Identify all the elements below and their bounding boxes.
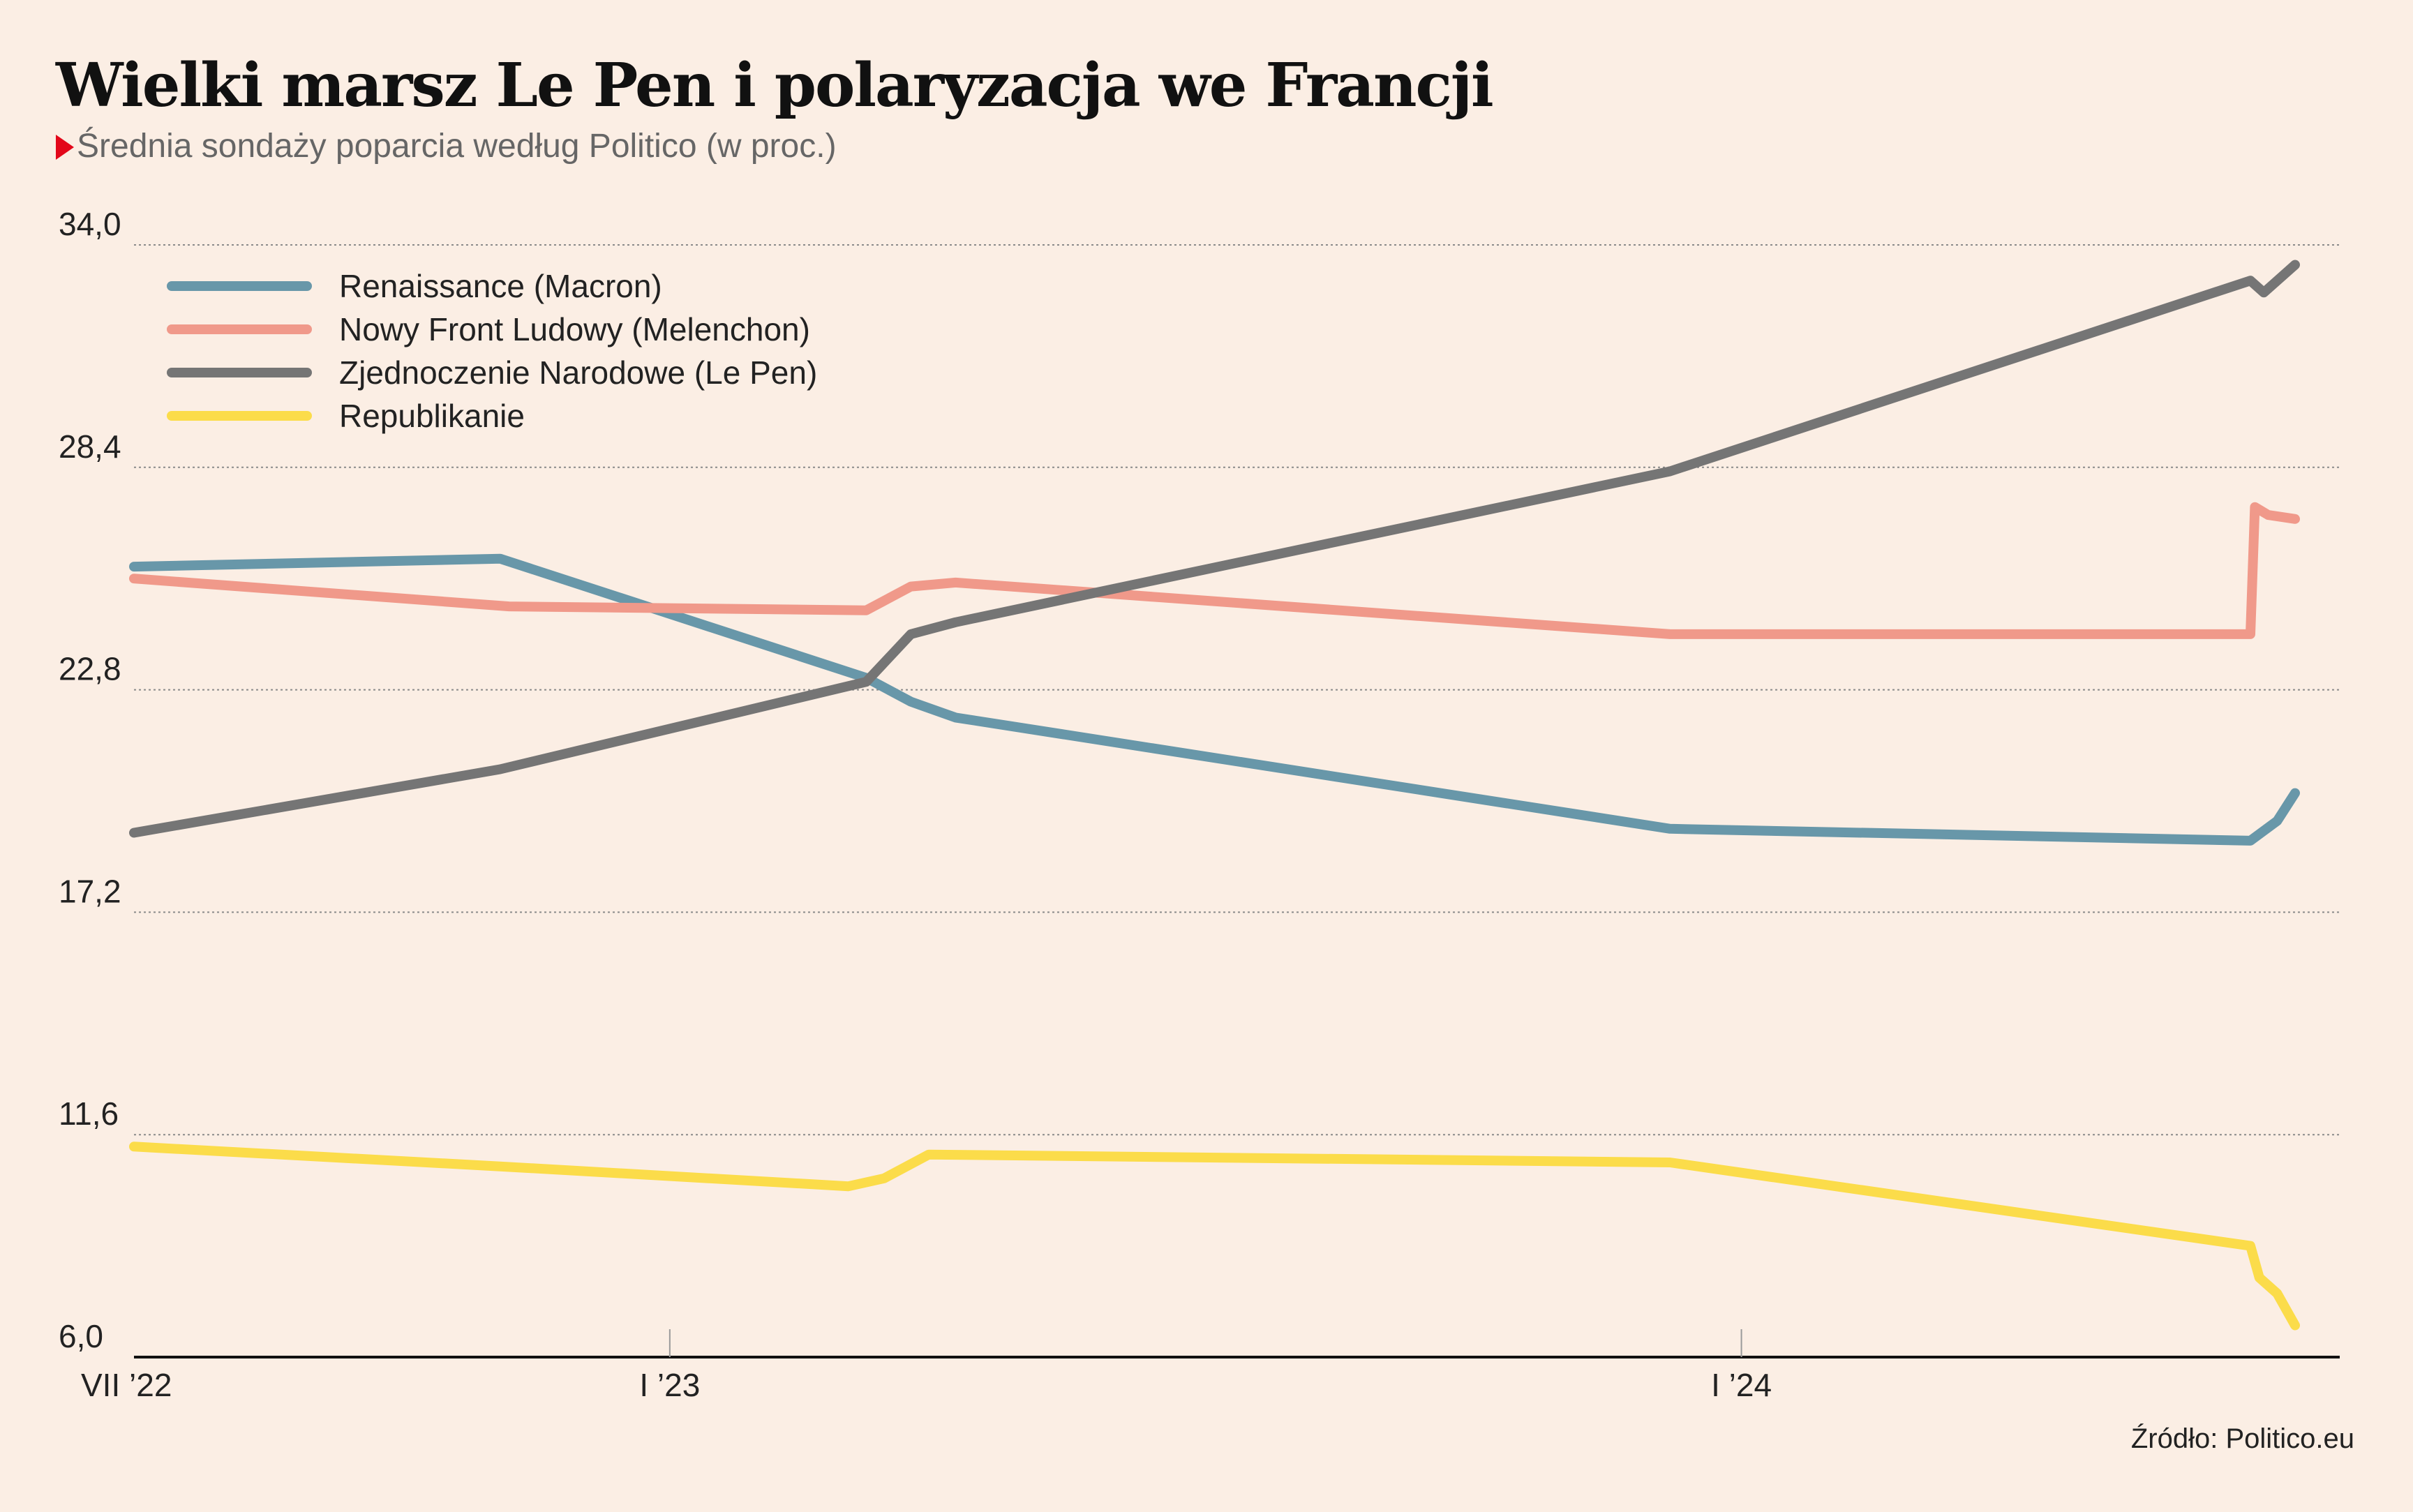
gridlines xyxy=(134,244,2340,1136)
x-axis: VII ’22 I ’23 I ’24 xyxy=(81,1329,2340,1403)
legend-label: Republikanie xyxy=(339,398,525,434)
subtitle-marker-icon xyxy=(56,135,74,160)
series-lines xyxy=(129,260,2300,1331)
series-line-4 xyxy=(129,1142,2300,1331)
source-note: Źródło: Politico.eu xyxy=(2130,1423,2354,1454)
legend: Renaissance (Macron) Nowy Front Ludowy (M… xyxy=(167,268,817,434)
x-tick-label: I ’24 xyxy=(1711,1367,1772,1403)
y-tick-label: 11,6 xyxy=(59,1095,119,1132)
series-line-2 xyxy=(129,502,2300,639)
chart-title: Wielki marsz Le Pen i polaryzacja we Fra… xyxy=(56,50,1494,121)
legend-label: Zjednoczenie Narodowe (Le Pen) xyxy=(339,354,817,391)
y-tick-label: 34,0 xyxy=(59,206,121,242)
legend-label: Renaissance (Macron) xyxy=(339,268,662,304)
legend-label: Nowy Front Ludowy (Melenchon) xyxy=(339,311,810,347)
series-line-1 xyxy=(129,553,2300,846)
chart-subtitle: Średnia sondaży poparcia według Politico… xyxy=(56,127,837,165)
y-tick-label: 6,0 xyxy=(59,1318,103,1354)
series-line-3 xyxy=(129,260,2300,838)
y-axis-labels: 34,0 28,4 22,8 17,2 11,6 6,0 xyxy=(59,206,121,1354)
x-tick-label: VII ’22 xyxy=(81,1367,172,1403)
y-tick-label: 17,2 xyxy=(59,873,121,909)
y-tick-label: 22,8 xyxy=(59,651,121,687)
subtitle-text: Średnia sondaży poparcia według Politico… xyxy=(77,128,837,165)
y-tick-label: 28,4 xyxy=(59,428,121,465)
x-tick-label: I ’23 xyxy=(639,1367,700,1403)
